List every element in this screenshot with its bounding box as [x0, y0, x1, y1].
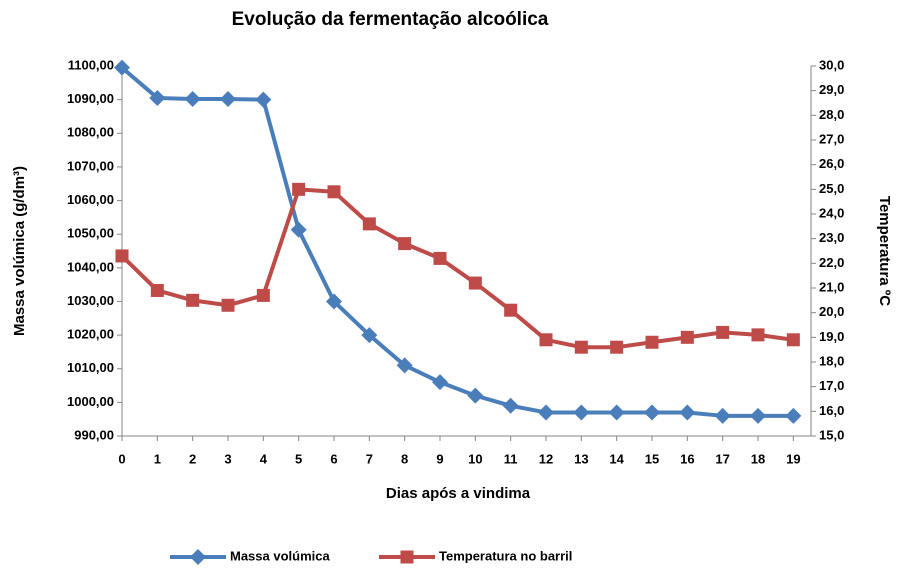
x-tick-label: 9 [436, 451, 443, 466]
x-tick-label: 5 [295, 451, 302, 466]
y2-tick-label: 21,0 [819, 279, 844, 294]
point [398, 237, 412, 251]
y2-tick-label: 18,0 [819, 353, 844, 368]
point [255, 91, 272, 108]
point [149, 89, 166, 106]
x-tick-label: 19 [786, 451, 800, 466]
point [432, 374, 448, 391]
y2-tick-label: 17,0 [819, 378, 844, 393]
y2-tick-label: 27,0 [819, 131, 844, 146]
point [190, 549, 206, 565]
x-tick-label: 11 [504, 451, 518, 466]
y2-tick-label: 15,0 [819, 427, 844, 442]
y-tick-label: 1060,00 [67, 192, 114, 207]
point [716, 325, 730, 339]
y-tick-label: 1070,00 [67, 158, 114, 173]
y-tick-label: 1000,00 [67, 394, 114, 409]
point [644, 404, 660, 421]
y2-tick-label: 19,0 [819, 329, 844, 344]
y2-tick-label: 16,0 [819, 403, 844, 418]
series-line [120, 66, 794, 418]
y2-tick-label: 26,0 [819, 156, 844, 171]
point [362, 217, 376, 231]
point [785, 407, 802, 424]
point [186, 293, 200, 307]
x-tick-label: 14 [609, 451, 624, 466]
point [326, 293, 342, 310]
point [468, 276, 482, 290]
point [574, 340, 588, 354]
series-line [120, 187, 794, 350]
point [361, 327, 378, 344]
legend-label: Massa volúmica [230, 548, 330, 563]
point [610, 340, 624, 354]
y2-tick-label: 20,0 [819, 304, 844, 319]
point [292, 182, 306, 196]
y2-tick-label: 22,0 [819, 255, 844, 270]
legend-label: Temperatura no barril [439, 548, 572, 563]
x-tick-label: 18 [751, 451, 765, 466]
point [467, 387, 484, 404]
x-tick-label: 1 [154, 451, 161, 466]
point [680, 330, 694, 344]
point [114, 59, 130, 76]
point [256, 288, 270, 302]
y2-tick-label: 24,0 [819, 205, 844, 220]
y-tick-label: 990,00 [74, 427, 114, 442]
x-tick-label: 3 [224, 451, 231, 466]
x-tick-label: 2 [189, 451, 196, 466]
x-tick-label: 12 [539, 451, 553, 466]
x-tick-label: 7 [366, 451, 373, 466]
y2-tick-label: 29,0 [819, 82, 844, 97]
y-axis-label: Massa volúmica (g/dm³) [11, 166, 28, 336]
point [327, 185, 341, 199]
x-tick-label: 6 [330, 451, 337, 466]
point [751, 328, 765, 342]
point [433, 251, 447, 265]
x-tick-label: 8 [401, 451, 408, 466]
point [608, 404, 625, 421]
point [539, 333, 553, 347]
point [220, 90, 236, 107]
y2-tick-label: 23,0 [819, 230, 844, 245]
x-tick-label: 17 [715, 451, 729, 466]
y-tick-label: 1080,00 [67, 125, 114, 140]
x-tick-label: 4 [260, 451, 268, 466]
point [184, 90, 201, 107]
point [504, 303, 518, 317]
point [221, 298, 235, 312]
y-tick-label: 1050,00 [67, 226, 114, 241]
y2-tick-label: 30,0 [819, 57, 844, 72]
point [573, 404, 590, 421]
x-tick-label: 16 [680, 451, 694, 466]
y2-tick-label: 25,0 [819, 181, 844, 196]
point [400, 550, 414, 564]
y-tick-label: 1010,00 [67, 360, 114, 375]
point [502, 397, 519, 414]
x-tick-label: 0 [118, 451, 125, 466]
x-tick-label: 10 [468, 451, 482, 466]
point [290, 221, 307, 238]
y-tick-label: 1020,00 [67, 327, 114, 342]
point [396, 357, 413, 374]
point [750, 407, 766, 424]
point [115, 249, 129, 263]
point [645, 335, 659, 349]
point [679, 404, 696, 421]
chart-title: Evolução da fermentação alcoólica [232, 9, 549, 30]
point [786, 333, 800, 347]
y2-tick-label: 28,0 [819, 107, 844, 122]
y-tick-label: 1040,00 [67, 259, 114, 274]
y2-axis-label: Temperatura ºC [876, 196, 893, 306]
x-tick-label: 13 [574, 451, 588, 466]
point [538, 404, 554, 421]
x-tick-label: 15 [645, 451, 659, 466]
point [714, 407, 731, 424]
x-axis-label: Dias após a vindima [386, 485, 531, 502]
point [150, 283, 164, 297]
y-tick-label: 1090,00 [67, 91, 114, 106]
y-tick-label: 1100,00 [68, 57, 114, 72]
y-tick-label: 1030,00 [67, 293, 114, 308]
